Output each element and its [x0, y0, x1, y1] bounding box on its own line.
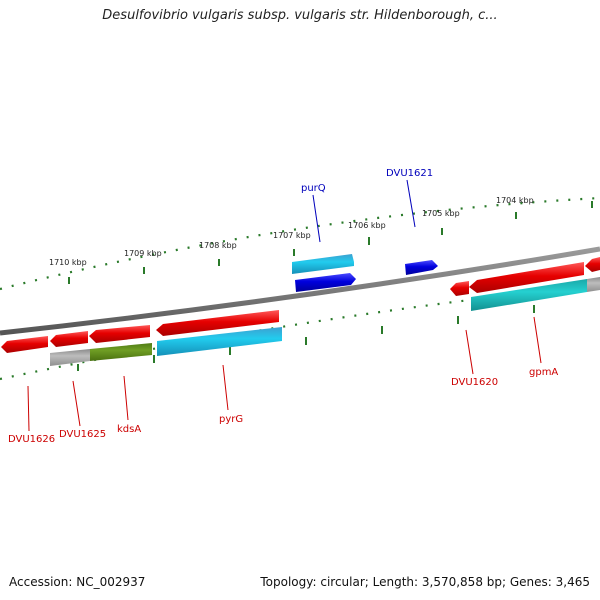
purQ-product-bar[interactable]: [292, 254, 354, 274]
DVU1625-gene-arrow[interactable]: [50, 331, 88, 347]
purQ-leader-line: [312, 194, 321, 243]
gene-label-purQ[interactable]: purQ: [301, 183, 326, 194]
gene-label-DVU1621[interactable]: DVU1621: [386, 168, 433, 179]
DVU1625-leader-line: [72, 380, 81, 427]
pyrG-gene-arrow[interactable]: [156, 310, 279, 336]
DVU1626-leader-line: [27, 385, 30, 432]
tick-label-1709: 1709 kbp: [124, 249, 162, 258]
gpmA-product-bar[interactable]: [471, 279, 587, 311]
gene-label-DVU1626[interactable]: DVU1626: [8, 434, 55, 445]
gene-label-DVU1620[interactable]: DVU1620: [451, 377, 498, 388]
pyrG-leader-line: [222, 364, 229, 411]
gene-label-gpmA[interactable]: gpmA: [529, 367, 558, 378]
tick-label-1710: 1710 kbp: [49, 258, 87, 267]
kdsA-leader-line: [123, 375, 129, 421]
DVU1621-gene-arrow[interactable]: [405, 260, 438, 275]
gene-label-pyrG[interactable]: pyrG: [219, 414, 243, 425]
DVU1620-gene-arrow[interactable]: [450, 281, 469, 296]
map-title: Desulfovibrio vulgaris subsp. vulgaris s…: [102, 8, 498, 23]
tick-label-1704: 1704 kbp: [496, 196, 534, 205]
tick-label-1708: 1708 kbp: [199, 241, 237, 250]
DVU1626-gene-arrow[interactable]: [1, 336, 48, 353]
DVU1621-leader-line: [406, 179, 416, 228]
DVU1620-leader-line: [465, 329, 474, 375]
tick-label-1706: 1706 kbp: [348, 221, 386, 230]
inner-tick-ring: [0, 283, 600, 381]
genome-backbone: [0, 246, 600, 336]
next-gene-arrow[interactable]: [585, 257, 600, 272]
topology-summary-text: Topology: circular; Length: 3,570,858 bp…: [260, 575, 590, 589]
gpmA-leader-line: [533, 316, 542, 364]
next-product-bar[interactable]: [587, 277, 600, 292]
inner-major-ticks: [77, 305, 535, 371]
tick-label-1705: 1705 kbp: [422, 209, 460, 218]
kdsA-gene-arrow[interactable]: [89, 325, 150, 343]
gene-label-DVU1625[interactable]: DVU1625: [59, 429, 106, 440]
kdsA-product-bar[interactable]: [90, 343, 152, 361]
tick-label-1707: 1707 kbp: [273, 231, 311, 240]
accession-text: Accession: NC_002937: [9, 575, 146, 589]
DVU1625-product-bar[interactable]: [50, 349, 90, 366]
outer-major-ticks: [68, 201, 593, 284]
gpmA-gene-arrow[interactable]: [469, 262, 584, 293]
purQ-gene-arrow[interactable]: [295, 273, 356, 292]
pyrG-product-bar[interactable]: [157, 327, 282, 356]
gene-label-kdsA[interactable]: kdsA: [117, 424, 141, 435]
